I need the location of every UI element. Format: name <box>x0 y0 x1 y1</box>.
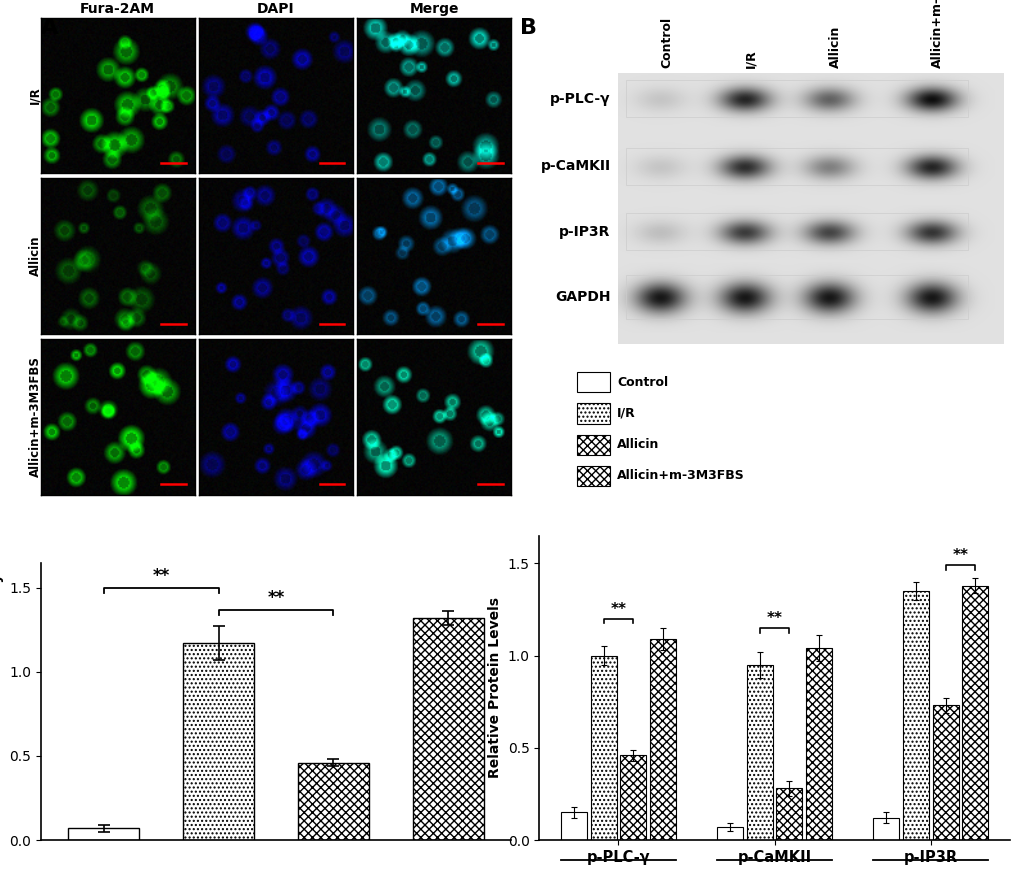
Bar <box>716 827 743 840</box>
Text: Allicin: Allicin <box>828 25 841 68</box>
Bar <box>746 665 772 840</box>
Y-axis label: I/R: I/R <box>29 87 42 104</box>
Title: DAPI: DAPI <box>257 3 294 17</box>
Bar <box>775 788 802 840</box>
Bar <box>961 585 987 840</box>
Bar <box>577 372 609 392</box>
Text: p-PLC-γ: p-PLC-γ <box>549 92 610 106</box>
Y-axis label: Allicin+m-3M3FBS: Allicin+m-3M3FBS <box>29 356 42 477</box>
Bar <box>931 705 958 840</box>
Y-axis label: Allicin: Allicin <box>29 236 42 276</box>
Text: Allicin: Allicin <box>616 438 658 451</box>
Text: Allicin+m-3M3FBS: Allicin+m-3M3FBS <box>930 0 944 68</box>
Title: Merge: Merge <box>410 3 459 17</box>
Bar <box>182 643 254 840</box>
Text: **: ** <box>766 611 782 626</box>
Text: GAPDH: GAPDH <box>554 290 610 304</box>
Bar <box>412 618 483 840</box>
Bar <box>560 812 586 840</box>
Bar <box>298 763 369 840</box>
Bar <box>577 403 609 423</box>
Bar <box>872 818 899 840</box>
Bar <box>577 466 609 486</box>
Bar <box>626 80 967 117</box>
Text: Allicin+m-3M3FBS: Allicin+m-3M3FBS <box>616 469 744 482</box>
Bar <box>649 639 676 840</box>
Text: p-CaMKII: p-CaMKII <box>540 159 610 173</box>
Bar <box>626 148 967 185</box>
Bar <box>577 435 609 455</box>
Text: I/R: I/R <box>744 49 757 68</box>
Y-axis label: Relative Fluorescencee Intensity: Relative Fluorescencee Intensity <box>0 573 3 830</box>
Bar <box>620 755 646 840</box>
Text: B: B <box>520 18 537 38</box>
Text: **: ** <box>952 549 967 564</box>
Bar <box>68 829 140 840</box>
Bar <box>590 655 615 840</box>
Bar <box>902 591 928 840</box>
Text: **: ** <box>153 567 170 585</box>
Title: Fura-2AM: Fura-2AM <box>81 3 155 17</box>
Text: I/R: I/R <box>616 407 635 420</box>
Text: Control: Control <box>659 17 673 68</box>
Y-axis label: Relative Protein Levels: Relative Protein Levels <box>488 598 501 779</box>
Bar <box>626 214 967 250</box>
Text: **: ** <box>609 602 626 617</box>
Text: **: ** <box>267 589 284 607</box>
Bar <box>805 648 832 840</box>
Text: A: A <box>41 18 58 38</box>
Text: Control: Control <box>616 375 667 388</box>
Text: p-IP3R: p-IP3R <box>558 225 610 239</box>
Bar <box>626 275 967 319</box>
